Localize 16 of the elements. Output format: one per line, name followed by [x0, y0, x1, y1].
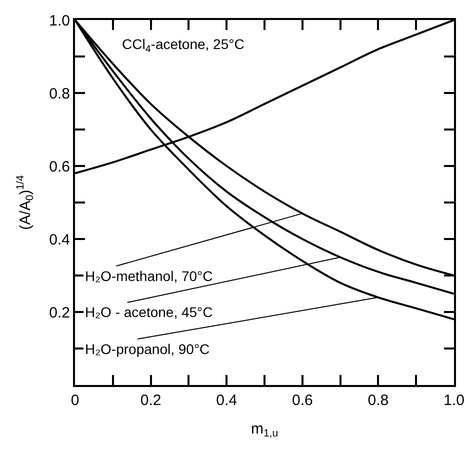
x-tick-label: 0 — [70, 392, 80, 409]
x-tick-label: 0.2 — [140, 392, 162, 409]
y-tick-label: 0.2 — [49, 304, 70, 322]
annotation: H₂O - acetone, 45°C — [85, 304, 213, 320]
y-tick-label: 0.6 — [49, 158, 70, 176]
y-tick-label: 0.8 — [49, 85, 70, 102]
annotation: H₂O-methanol, 70°C — [85, 268, 213, 284]
annotation: CCl$_{4}$-acetone, 25°C — [122, 36, 244, 55]
x-tick-label: 1.0 — [444, 392, 464, 409]
x-tick-label: 0.6 — [292, 392, 313, 409]
y-tick-label: 0.4 — [49, 231, 70, 248]
x-axis-title: m$_{1,u}$ — [250, 420, 278, 440]
x-tick-label: 0.8 — [368, 392, 389, 409]
y-tick-label: 1.0 — [49, 12, 70, 30]
x-tick-label: 0.4 — [216, 392, 238, 409]
annotation: H₂O-propanol, 90°C — [85, 341, 210, 357]
